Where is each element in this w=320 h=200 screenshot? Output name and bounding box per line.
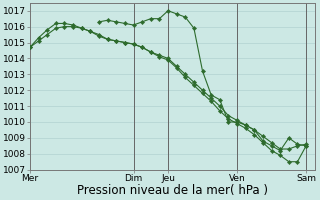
- X-axis label: Pression niveau de la mer( hPa ): Pression niveau de la mer( hPa ): [77, 184, 268, 197]
